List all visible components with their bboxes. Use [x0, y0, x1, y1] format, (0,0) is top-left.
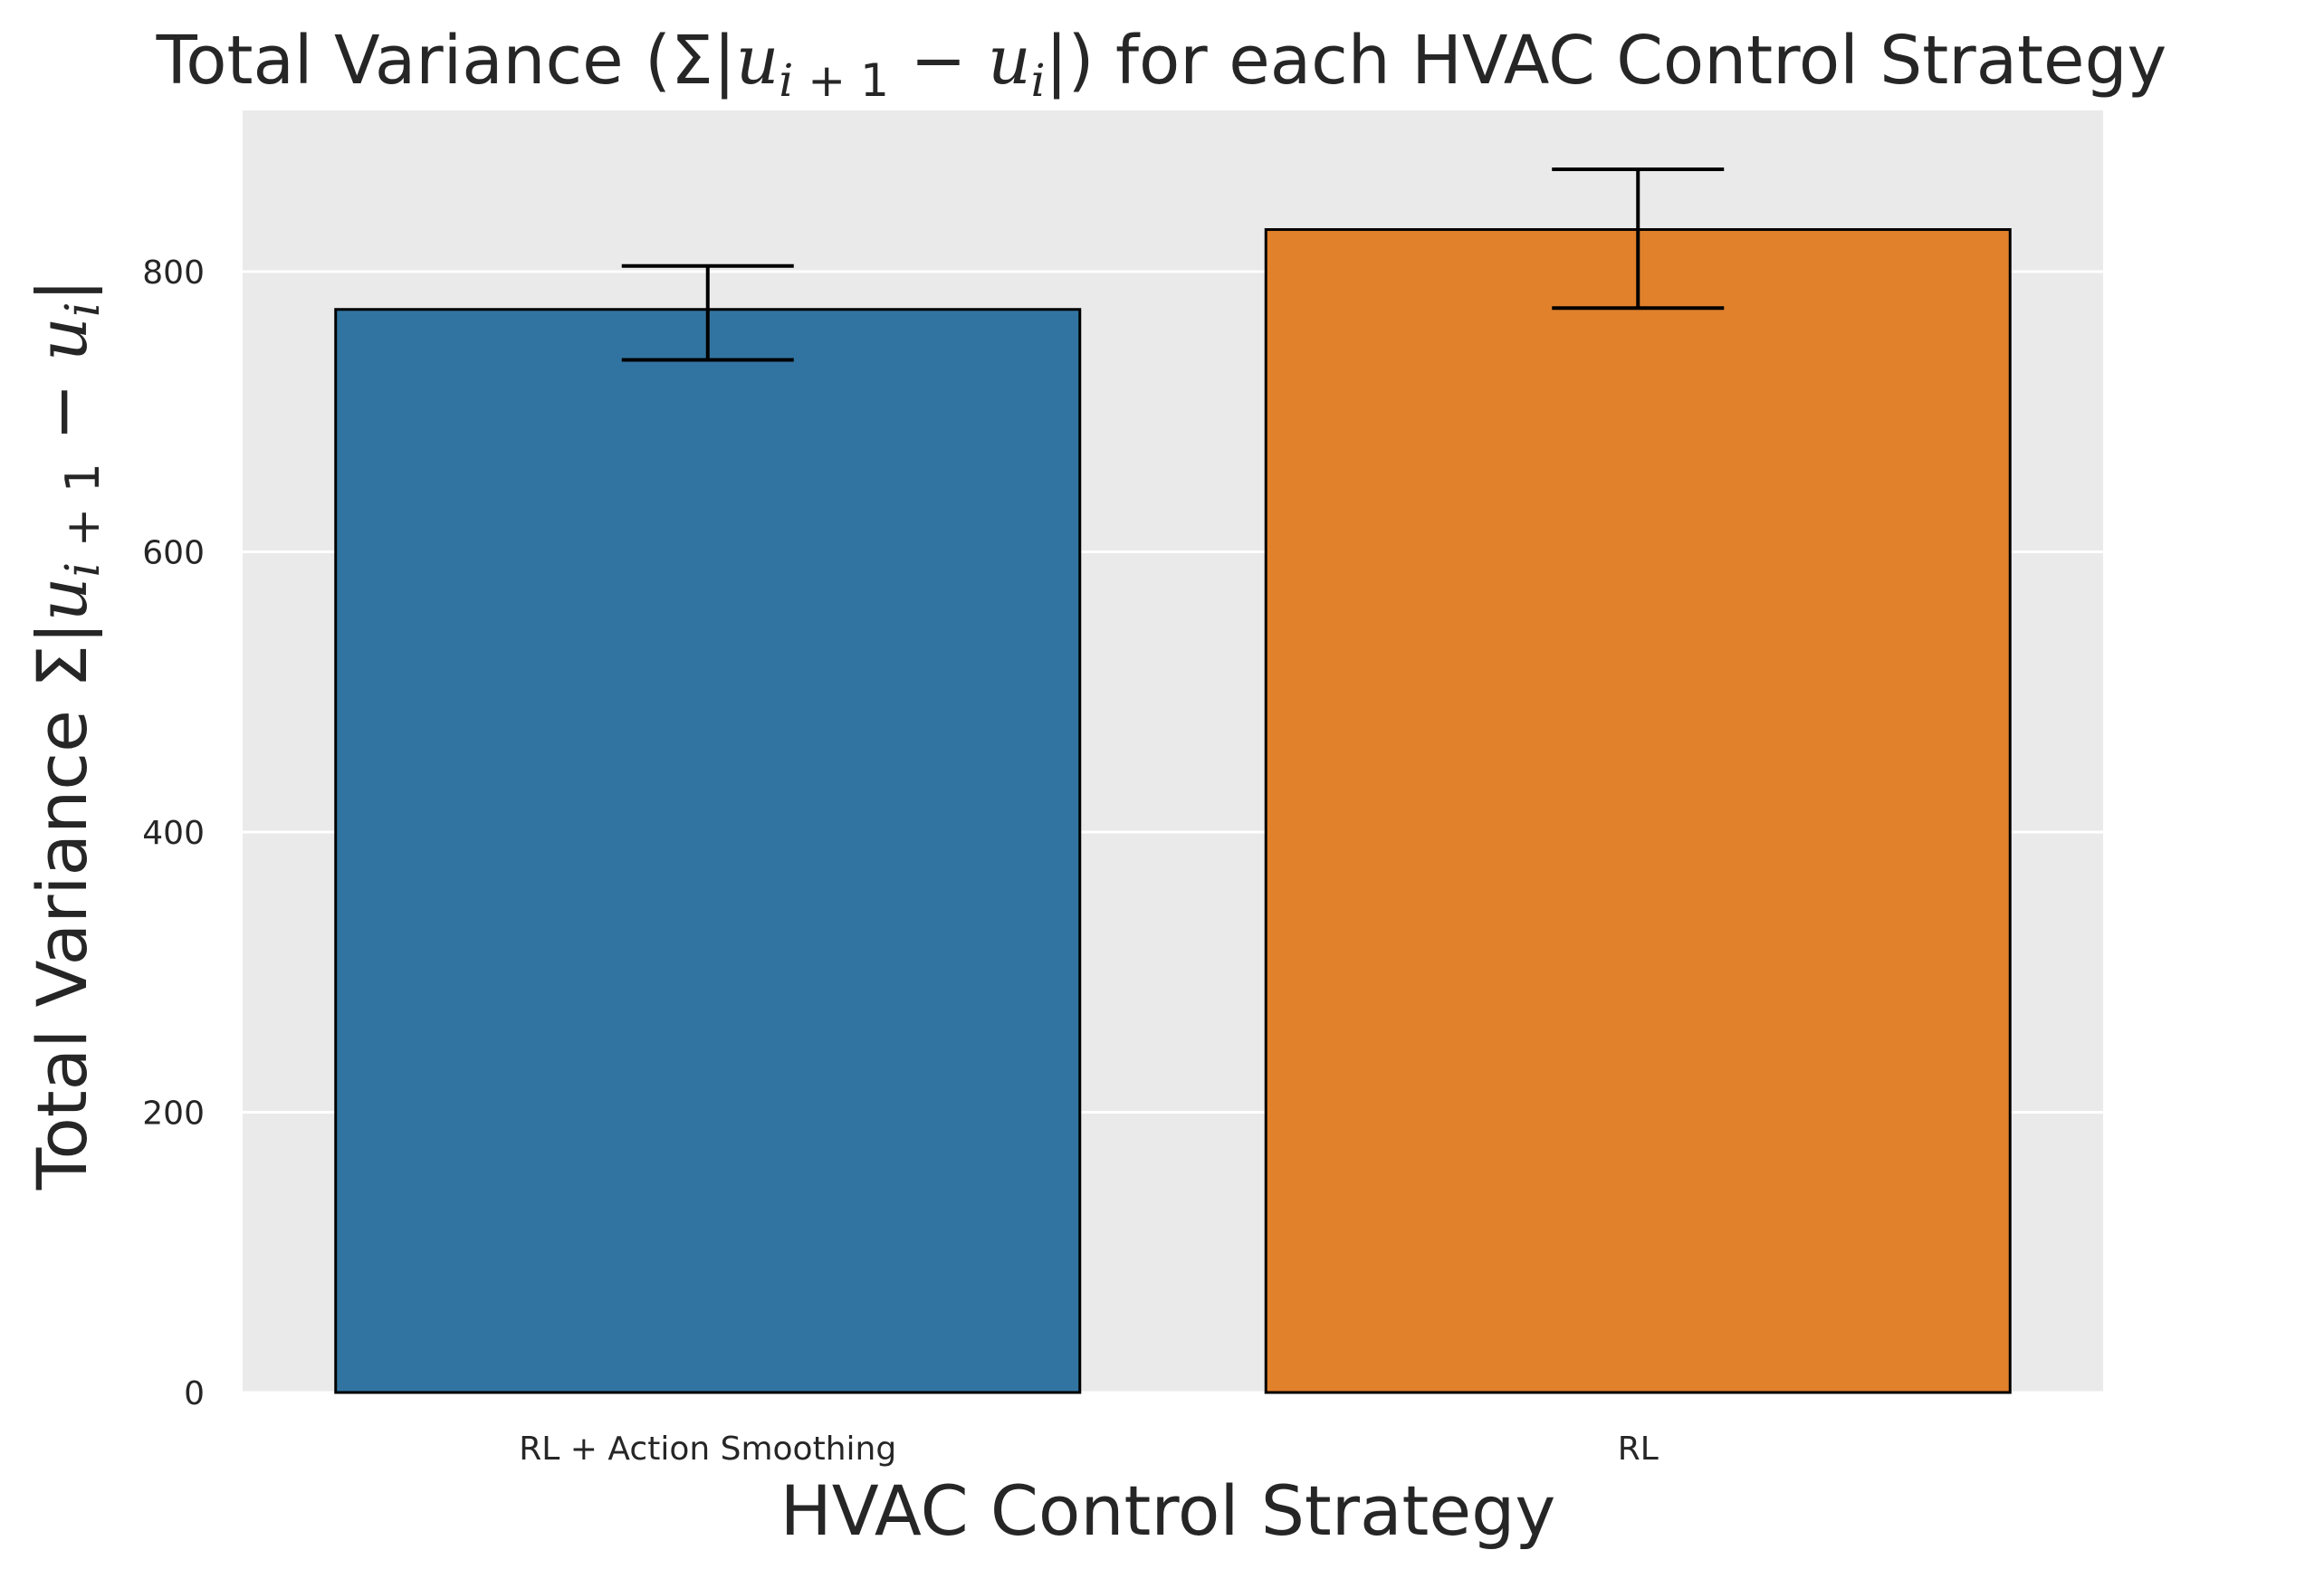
y-axis-label: Total Variance Σ|ui + 1 − ui|: [22, 279, 110, 1191]
y-tick-label: 600: [142, 534, 205, 571]
y-tick-label: 400: [142, 815, 205, 852]
chart-title-text: Total Variance (Σ|ui + 1 − ui|) for each…: [156, 22, 2167, 107]
y-tick-label: 800: [142, 254, 205, 292]
y-tick-label: 0: [184, 1375, 205, 1412]
chart-title: Total Variance (Σ|ui + 1 − ui|) for each…: [156, 22, 2167, 107]
error-bars: [621, 167, 1725, 362]
x-tick-labels: RL + Action Smoothing RL: [519, 1431, 1658, 1468]
x-axis-label: HVAC Control Strategy: [780, 1470, 1556, 1551]
y-tick-labels: 0 200 400 600 800: [142, 254, 205, 1412]
x-tick-label: RL: [1618, 1431, 1659, 1468]
x-tick-label: RL + Action Smoothing: [519, 1431, 896, 1468]
bars: [334, 228, 2012, 1394]
bar: [334, 308, 1082, 1394]
y-tick-label: 200: [142, 1095, 205, 1132]
bar: [1264, 228, 2012, 1394]
